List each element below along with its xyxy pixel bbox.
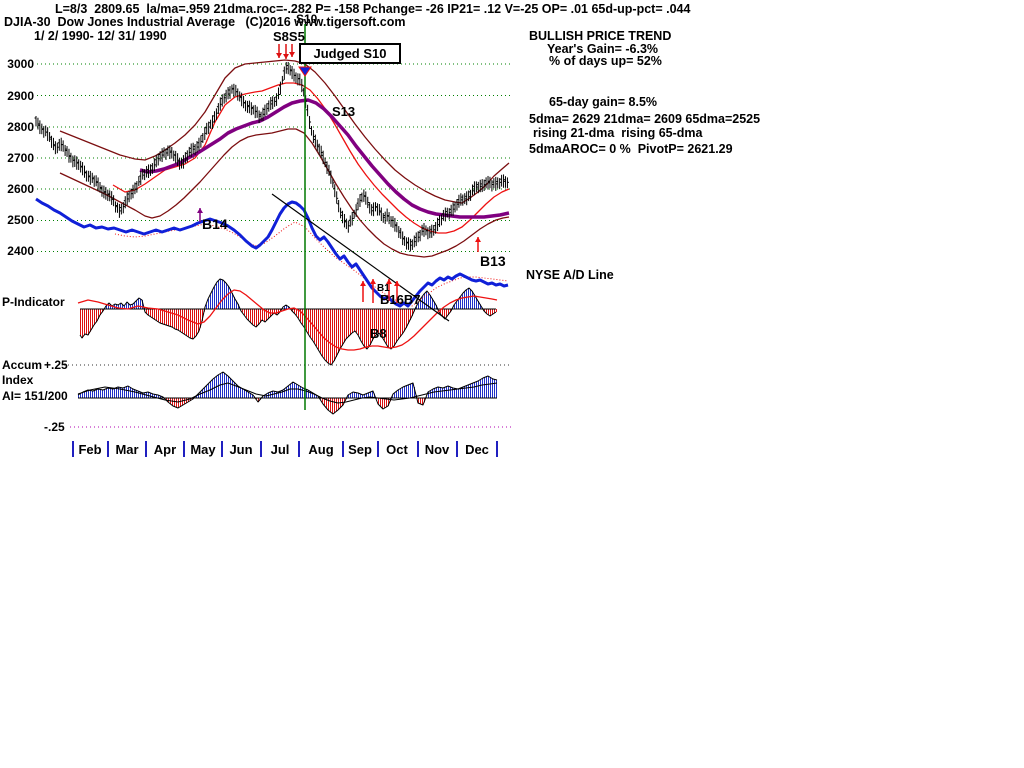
y-axis-label-2800: 2800 [7, 120, 34, 134]
aroc-pivot: 5dmaAROC= 0 % PivotP= 2621.29 [529, 142, 733, 156]
accum-label: Accum [2, 358, 43, 372]
signal-label-s10: S10 [296, 12, 318, 26]
gain-65day: 65-day gain= 8.5% [549, 95, 658, 109]
date-range-line: 1/ 2/ 1990- 12/ 31/ 1990 [34, 29, 167, 43]
signal-label-b8: B8 [370, 326, 387, 341]
signal-label-s8s5: S8S5 [273, 29, 305, 44]
month-label-feb: Feb [78, 442, 102, 457]
y-axis-label-2400: 2400 [7, 244, 34, 258]
month-label-dec: Dec [465, 442, 489, 457]
y-axis-label-2700: 2700 [7, 151, 34, 165]
month-label-jun: Jun [229, 442, 253, 457]
ai-ratio-label: AI= 151/200 [2, 389, 68, 403]
month-label-sep: Sep [348, 442, 372, 457]
month-label-may: May [190, 442, 216, 457]
y-axis-label-2900: 2900 [7, 89, 34, 103]
month-label-nov: Nov [424, 442, 450, 457]
y-axis-label-3000: 3000 [7, 57, 34, 71]
judged-s10-label: Judged S10 [313, 46, 387, 61]
month-label-aug: Aug [308, 442, 334, 457]
p-indicator-label: P-Indicator [2, 295, 65, 309]
minus25-label: -.25 [44, 420, 65, 434]
y-axis-label-2500: 2500 [7, 213, 34, 227]
dma-values: 5dma= 2629 21dma= 2609 65dma=2525 [529, 112, 761, 126]
month-label-oct: Oct [386, 442, 408, 457]
y-axis-label-2600: 2600 [7, 182, 34, 196]
month-label-apr: Apr [153, 442, 177, 457]
month-label-jul: Jul [270, 442, 290, 457]
signal-label-s13: S13 [332, 104, 356, 119]
signal-label-b13: B13 [480, 253, 506, 269]
month-label-mar: Mar [115, 442, 139, 457]
pct-days-up: % of days up= 52% [549, 54, 662, 68]
signal-label-b1: B1 [377, 283, 390, 294]
rising-dma-note: rising 21-dma rising 65-dma [533, 126, 703, 140]
years-gain: Year's Gain= -6.3% [547, 42, 659, 56]
stats-header-line: L=8/3 2809.65 la/ma=.959 21dma.roc=-.282… [55, 2, 691, 16]
judged-s10-callout: Judged S10 [299, 43, 401, 64]
signal-label-b16b7: B16B7 [380, 292, 421, 307]
trend-title: BULLISH PRICE TREND [529, 29, 672, 43]
index-label: Index [2, 373, 34, 387]
symbol-title-line: DJIA-30 Dow Jones Industrial Average (C)… [4, 15, 406, 29]
plus25-label: +.25 [44, 358, 68, 372]
signal-label-b14: B14 [202, 216, 228, 232]
ad-line-label: NYSE A/D Line [526, 268, 614, 282]
